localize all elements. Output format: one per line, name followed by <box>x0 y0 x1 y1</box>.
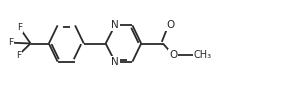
Text: O: O <box>169 50 177 60</box>
Text: N: N <box>111 20 119 30</box>
Text: O: O <box>166 20 174 30</box>
Text: F: F <box>16 51 21 60</box>
Text: CH₃: CH₃ <box>193 50 212 60</box>
Text: F: F <box>17 23 22 32</box>
Text: F: F <box>9 38 14 47</box>
Text: N: N <box>111 57 119 67</box>
